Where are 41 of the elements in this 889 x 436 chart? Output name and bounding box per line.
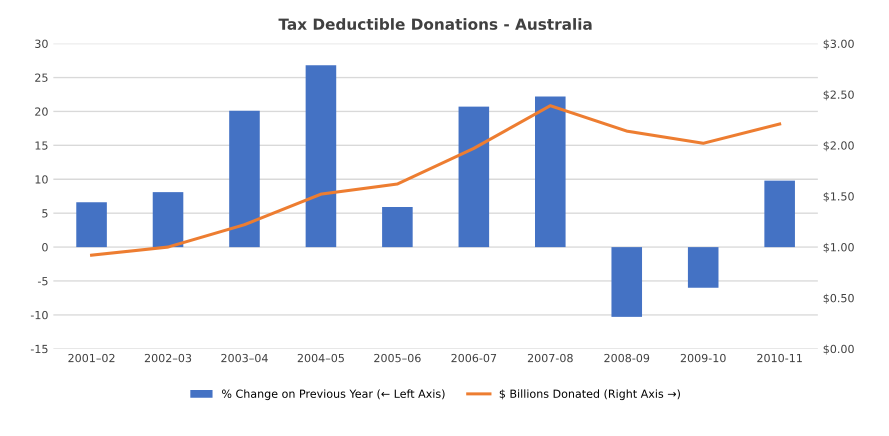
- x-tick-label: 2003–04: [221, 354, 268, 362]
- y-tick-label: -5: [38, 277, 48, 286]
- y-tick-label: 30: [35, 40, 48, 48]
- y2-tick-label: $0.50: [824, 294, 854, 304]
- y-tick-label: -10: [30, 310, 48, 320]
- y-tick-label: 25: [35, 73, 48, 82]
- legend-label: $ Billions Donated (Right Axis →): [500, 389, 680, 400]
- line-series: [90, 104, 782, 257]
- y2-tick-label: $2.50: [824, 90, 854, 100]
- x-tick-label: 2010-11: [757, 354, 802, 362]
- bar: [229, 110, 260, 248]
- bar: [306, 65, 336, 248]
- x-tick-label: 2007-08: [528, 354, 573, 362]
- y-tick-label: 5: [42, 209, 48, 218]
- bar: [382, 207, 413, 248]
- bar: [688, 247, 718, 288]
- y2-tick-label: $2.00: [824, 141, 854, 152]
- bar: [535, 96, 566, 248]
- y-tick-label: 15: [36, 141, 48, 150]
- bar: [458, 106, 490, 248]
- bar: [76, 202, 107, 248]
- y-tick-label: -15: [30, 344, 48, 354]
- x-tick-label: 2009-10: [680, 354, 726, 362]
- x-tick-label: 2006-07: [451, 354, 496, 362]
- x-tick-label: 2005–06: [374, 354, 421, 362]
- x-tick-label: 2004–05: [298, 354, 344, 362]
- legend-label: % Change on Previous Year (← Left Axis): [222, 389, 445, 400]
- y2-tick-label: $0.00: [824, 344, 854, 355]
- bar: [611, 247, 642, 317]
- y2-tick-label: $1.50: [824, 192, 854, 202]
- x-tick-label: 2001–02: [68, 354, 114, 362]
- y-tick-label: 20: [35, 107, 48, 116]
- x-tick-label: 2008-09: [604, 354, 650, 362]
- bar: [152, 192, 184, 248]
- y2-tick-label: $1.00: [824, 242, 854, 253]
- bar: [764, 180, 795, 248]
- y2-tick-label: $3.00: [824, 39, 854, 50]
- y-tick-label: 0: [42, 243, 48, 252]
- y-tick-label: 10: [36, 175, 48, 184]
- chart-title: Tax Deductible Donations - Australia: [278, 18, 592, 30]
- x-tick-label: 2002–03: [144, 354, 192, 362]
